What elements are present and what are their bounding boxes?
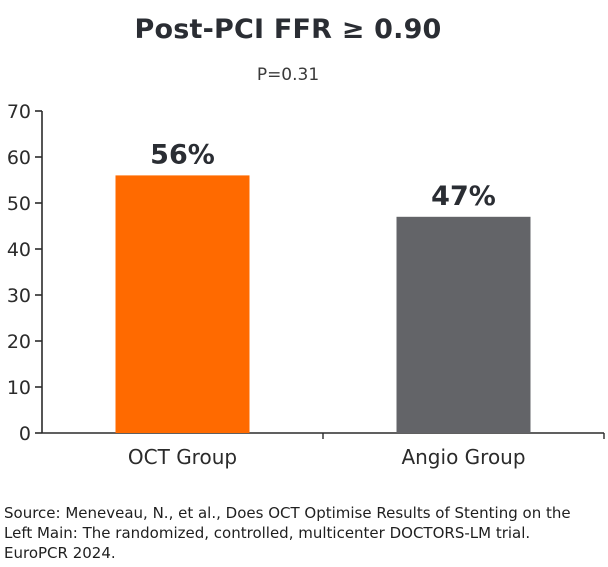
y-tick-label: 60 xyxy=(7,147,31,169)
bar-angio-group xyxy=(396,216,531,433)
y-tick-label: 50 xyxy=(7,193,31,215)
p-value-subtitle: P=0.31 xyxy=(256,65,320,85)
chart-title: Post-PCI FFR ≥ 0.90 xyxy=(134,14,442,45)
bars: 56% 47% xyxy=(115,139,531,433)
y-axis: 0 10 20 30 40 50 60 70 xyxy=(7,101,43,445)
bar-value-label: 56% xyxy=(150,139,215,170)
source-line-3: EuroPCR 2024. xyxy=(4,544,116,562)
y-tick-label: 30 xyxy=(7,285,31,307)
bar-oct-group xyxy=(115,175,250,433)
y-tick-label: 40 xyxy=(7,239,31,261)
source-citation: Source: Meneveau, N., et al., Does OCT O… xyxy=(4,503,604,563)
x-category-label: OCT Group xyxy=(128,445,237,469)
x-axis: OCT Group Angio Group xyxy=(42,432,605,469)
y-tick-label: 20 xyxy=(7,331,31,353)
source-line-1: Source: Meneveau, N., et al., Does OCT O… xyxy=(4,504,571,522)
bar-value-label: 47% xyxy=(431,181,496,212)
source-line-2: Left Main: The randomized, controlled, m… xyxy=(4,524,531,542)
bar-chart: 0 10 20 30 40 50 60 70 OCT Group Angio Group 56%… xyxy=(7,101,605,469)
y-tick-label: 70 xyxy=(7,101,31,123)
x-category-label: Angio Group xyxy=(401,445,525,469)
y-tick-label: 10 xyxy=(7,377,31,399)
y-tick-label: 0 xyxy=(19,423,31,445)
